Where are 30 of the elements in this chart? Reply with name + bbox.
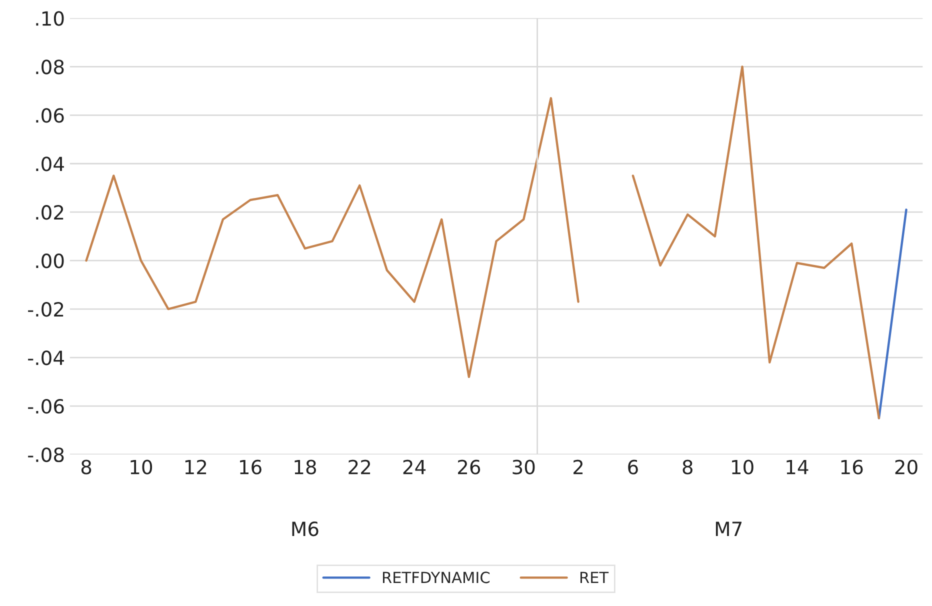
text: M6 [292, 522, 318, 536]
legend-label: RETFDYNAMIC [382, 572, 490, 584]
x-tick-label: 16 [240, 460, 262, 474]
x-tick-label: 8 [81, 460, 92, 474]
x-tick-label: 14 [786, 460, 808, 474]
x-tick-label: 8 [682, 460, 692, 474]
x-tick-label: 26 [458, 460, 480, 474]
y-tick-label: .10 [36, 11, 64, 26]
x-tick-label: 16 [841, 460, 863, 474]
y-tick-label: -.06 [28, 398, 64, 414]
x-tick-label: 12 [185, 460, 206, 474]
y-tick-label: .08 [36, 60, 64, 74]
x-tick-label: 20 [895, 460, 918, 474]
x-tick-label: 30 [512, 460, 535, 474]
y-tick-label: .06 [36, 108, 64, 123]
x-tick-label: 22 [348, 460, 370, 474]
x-tick-label: 6 [628, 460, 638, 474]
y-tick-label: -.02 [28, 302, 64, 317]
x-tick-label: 24 [403, 460, 426, 474]
legend-label: RET [580, 572, 609, 584]
y-tick-label: .00 [36, 254, 64, 268]
x-tick-label: 18 [294, 460, 316, 474]
y-tick-label: .04 [36, 156, 64, 172]
y-tick-label: .02 [36, 205, 64, 220]
y-tick-label: -.04 [28, 350, 64, 366]
text: M7 [716, 522, 742, 536]
x-tick-label: 10 [732, 460, 754, 474]
y-tick-label: -.08 [28, 447, 64, 462]
x-tick-label: 10 [130, 460, 152, 474]
x-tick-label: 2 [574, 460, 583, 474]
